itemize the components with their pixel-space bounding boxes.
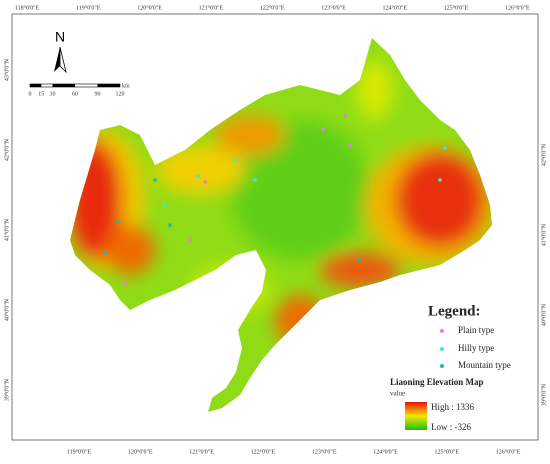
elevation-high: High : 1336 [431, 402, 475, 412]
legend-item: Mountain type [458, 360, 511, 370]
map-frame [11, 13, 539, 441]
longitude-label: 123°0'0"E [321, 4, 346, 11]
longitude-label: 126°0'0"E [496, 448, 521, 455]
latitude-label: 43°0'0"N [3, 58, 10, 81]
scale-label: 60 [72, 91, 78, 97]
longitude-label: 121°0'0"E [199, 4, 224, 11]
longitude-label: 125°0'0"E [444, 4, 469, 11]
elevation-ramp [405, 402, 427, 430]
longitude-label: 124°0'0"E [373, 448, 398, 455]
scale-label: 15 [38, 91, 44, 97]
longitude-label: 122°0'0"E [260, 4, 285, 11]
sample-points [103, 114, 447, 285]
latitude-label: 40°0'0"N [3, 298, 10, 321]
latitude-label: 42°0'0"N [3, 138, 10, 161]
scale-unit: km [122, 83, 130, 89]
scale-label: 120 [116, 91, 125, 97]
latitude-label: 41°0'0"N [540, 223, 547, 246]
longitude-label: 126°0'0"E [505, 4, 530, 11]
latitude-label: 42°0'0"N [540, 143, 547, 166]
legend-item: Hilly type [458, 343, 494, 353]
longitude-label: 120°0'0"E [128, 448, 153, 455]
scale-label: 30 [50, 91, 56, 97]
elevation-low: Low : -326 [431, 422, 471, 432]
scale-bar [29, 83, 121, 88]
scale-label: 90 [95, 91, 101, 97]
latitude-label: 41°0'0"N [3, 218, 10, 241]
north-label: N [55, 29, 65, 45]
legend-marker [440, 364, 444, 368]
latitude-label: 39°0'0"N [3, 378, 10, 401]
longitude-label: 121°0'0"E [189, 448, 214, 455]
longitude-label: 123°0'0"E [312, 448, 337, 455]
elevation-subtitle: value [390, 390, 405, 398]
longitude-label: 118°0'0"E [15, 4, 40, 11]
legend-item: Plain type [458, 325, 494, 335]
longitude-label: 120°0'0"E [137, 4, 162, 11]
legend-marker [440, 347, 444, 351]
latitude-label: 40°0'0"N [540, 303, 547, 326]
longitude-label: 124°0'0"E [382, 4, 407, 11]
north-arrow: N [54, 29, 67, 74]
elevation-title: Liaoning Elevation Map [390, 377, 484, 387]
legend-title: Legend: [428, 303, 481, 319]
longitude-label: 119°0'0"E [67, 448, 92, 455]
longitude-label: 125°0'0"E [434, 448, 459, 455]
scale-label: 0 [29, 91, 32, 97]
latitude-label: 39°0'0"N [540, 383, 547, 406]
longitude-label: 119°0'0"E [76, 4, 101, 11]
longitude-label: 122°0'0"E [251, 448, 276, 455]
legend-marker [440, 329, 444, 333]
